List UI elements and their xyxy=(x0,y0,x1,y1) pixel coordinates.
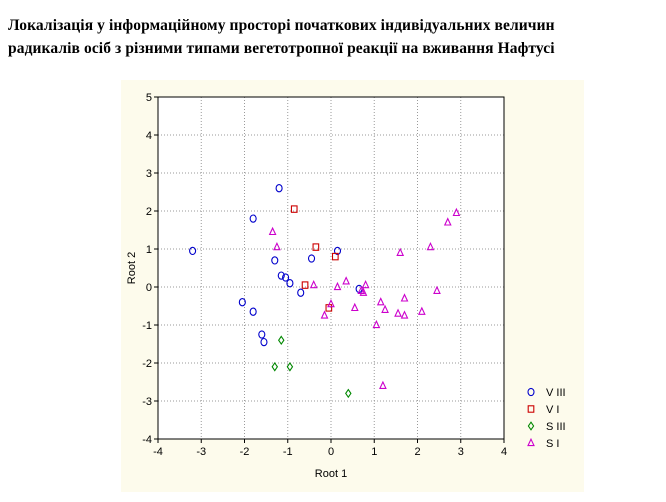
x-tick-label: 1 xyxy=(371,446,377,458)
x-tick-label: -3 xyxy=(196,446,206,458)
data-point-triangle xyxy=(357,285,366,294)
data-point-triangle xyxy=(372,319,381,329)
data-point-triangle xyxy=(376,297,385,306)
y-tick-label: 4 xyxy=(146,130,152,142)
caption-line-1: Локалізація у інформаційному просторі по… xyxy=(8,17,555,34)
data-point-square xyxy=(312,243,320,251)
data-point-triangle xyxy=(400,310,409,319)
data-point-circle xyxy=(286,279,294,288)
caption-line-2: радикалів осіб з різними типами вегетотр… xyxy=(8,40,555,57)
y-tick-label: 5 xyxy=(146,92,152,104)
y-axis-label: Root 2 xyxy=(126,252,138,284)
data-point-triangle xyxy=(268,226,277,236)
data-point-circle xyxy=(282,273,290,282)
x-tick-label: -4 xyxy=(153,446,163,458)
y-tick-label: -3 xyxy=(142,396,152,408)
data-point-triangle xyxy=(417,306,426,315)
y-tick-label: 3 xyxy=(146,168,152,180)
y-tick-label: -2 xyxy=(142,358,152,370)
data-point-triangle xyxy=(350,302,359,312)
data-point-triangle xyxy=(359,287,368,296)
data-point-circle xyxy=(249,307,257,316)
data-point-circle xyxy=(189,246,197,256)
y-tick-label: 2 xyxy=(146,206,152,218)
data-point-triangle xyxy=(452,207,461,217)
legend-label: V III xyxy=(546,387,566,399)
legend-marker-diamond xyxy=(527,421,535,431)
data-point-square xyxy=(301,281,309,289)
data-point-triangle xyxy=(400,293,409,302)
data-point-circle xyxy=(307,254,316,263)
data-point-circle xyxy=(260,337,268,347)
legend-label: S III xyxy=(546,421,566,433)
data-point-diamond xyxy=(286,362,294,372)
data-point-triangle xyxy=(333,281,342,291)
data-point-square xyxy=(290,205,298,213)
chart-panel: -4 -3 -2 -1 0 1 2 3 4 -4 -3 -2 -1 0 1 2 3 4 5 Root 1 Root 2 V… xyxy=(121,80,584,492)
x-axis-label: Root 1 xyxy=(315,468,347,480)
y-tick-label: -4 xyxy=(142,434,152,446)
x-tick-label: 0 xyxy=(328,446,334,458)
legend-label: S I xyxy=(546,438,559,450)
data-point-triangle xyxy=(443,217,452,226)
y-tick-label: 0 xyxy=(146,282,152,294)
x-tick-label: 4 xyxy=(501,446,507,458)
data-point-circle xyxy=(333,246,342,256)
x-tick-label: 3 xyxy=(458,446,464,458)
data-point-triangle xyxy=(309,280,318,289)
data-point-triangle xyxy=(394,308,402,317)
y-tick-label: 1 xyxy=(146,244,152,256)
data-point-triangle xyxy=(327,299,335,308)
data-point-triangle xyxy=(361,280,370,289)
x-tick-label: -1 xyxy=(283,446,293,458)
legend-label: V I xyxy=(546,404,559,416)
data-point-triangle xyxy=(381,304,389,313)
data-point-triangle xyxy=(342,276,351,285)
data-point-diamond xyxy=(277,335,285,345)
data-point-circle xyxy=(271,256,279,265)
figure-caption: Локалізація у інформаційному просторі по… xyxy=(8,14,663,60)
data-point-circle xyxy=(238,298,246,307)
data-point-triangle xyxy=(426,242,435,251)
data-point-triangle xyxy=(273,242,281,251)
y-tick-label: -1 xyxy=(142,320,152,332)
data-point-circle xyxy=(258,330,266,339)
data-point-triangle xyxy=(396,247,405,256)
data-point-diamond xyxy=(271,362,279,372)
data-point-triangle xyxy=(320,310,329,319)
legend-marker-circle xyxy=(527,387,535,397)
data-point-triangle xyxy=(379,380,387,389)
x-tick-label: -2 xyxy=(240,446,250,458)
data-point-circle xyxy=(277,271,285,280)
data-point-circle xyxy=(275,184,283,193)
legend-marker-triangle xyxy=(527,437,535,447)
legend-marker-square xyxy=(527,405,535,413)
data-point-square xyxy=(331,252,339,261)
data-point-circle xyxy=(249,214,257,223)
x-tick-label: 2 xyxy=(414,446,420,458)
scatter-plot: -4 -3 -2 -1 0 1 2 3 4 -4 -3 -2 -1 0 1 2 3 4 5 Root 1 Root 2 V… xyxy=(126,92,566,480)
data-point-diamond xyxy=(345,388,352,399)
data-point-circle xyxy=(297,288,305,297)
data-point-triangle xyxy=(433,285,441,294)
